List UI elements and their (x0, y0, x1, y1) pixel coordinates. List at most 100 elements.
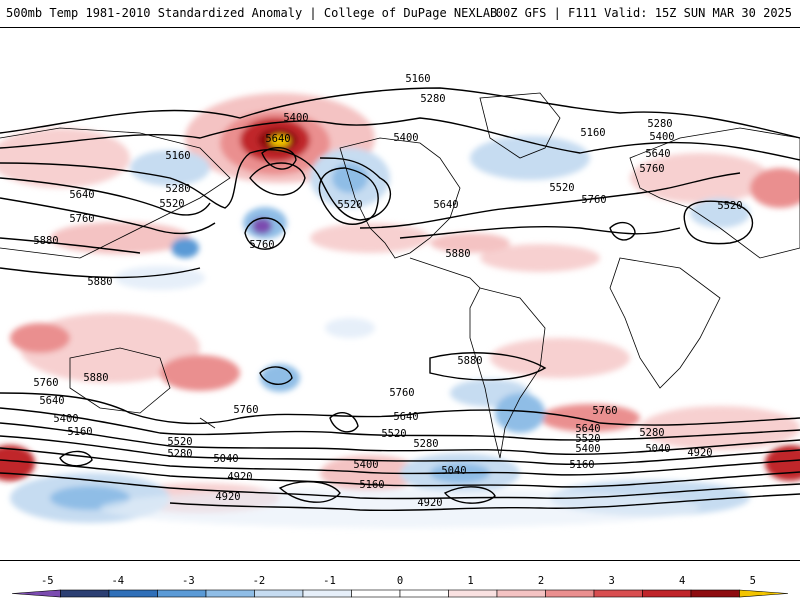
colorbar-tick-label: 1 (467, 575, 473, 587)
contour-label: 5760 (389, 387, 414, 399)
eurasia-outline (629, 127, 800, 259)
warm-anomaly-area (160, 355, 240, 391)
contour-label: 5400 (53, 413, 78, 425)
contour-line (0, 447, 800, 476)
extreme-cold-core (252, 218, 272, 234)
contour-label: 5880 (457, 355, 482, 367)
contour-label: 5280 (420, 93, 445, 105)
colorbar-tick-label: -3 (182, 575, 195, 587)
contour-line (0, 237, 141, 254)
contour-line (399, 225, 681, 239)
contour-label: 5640 (69, 189, 94, 201)
contour-line (0, 149, 391, 221)
closed-high-contour (249, 162, 306, 196)
warm-anomaly-area (10, 323, 70, 353)
cold-anomaly-area (325, 318, 375, 338)
colorbar-ticks: -5 -4 -3 -2 -1 0 1 2 3 4 5 (41, 575, 756, 587)
contour-line (0, 407, 800, 441)
contour-label: 4920 (215, 491, 240, 503)
contour-label: 5280 (165, 183, 190, 195)
cold-anomaly-area (470, 136, 590, 180)
colorbar-segment (642, 589, 692, 598)
contour-line (0, 422, 800, 456)
contour-label: 5880 (87, 276, 112, 288)
contour-label: 5400 (393, 132, 418, 144)
australia-outline (69, 347, 171, 414)
contour-label: 5520 (549, 182, 574, 194)
contour-label: 5760 (581, 194, 606, 206)
contour-line (0, 435, 800, 466)
colorbar-segment (205, 589, 255, 598)
contour-line (0, 267, 201, 279)
africa-outline (609, 257, 721, 389)
closed-low-contour (278, 480, 341, 503)
contour-label: 5160 (67, 426, 92, 438)
colorbar-tick-label: 0 (397, 575, 403, 587)
contour-label: 5160 (165, 150, 190, 162)
colorbar-tick-label: 3 (608, 575, 614, 587)
cold-anomaly-area (130, 150, 210, 186)
closed-low-contour (59, 450, 93, 467)
cold-anomaly-area (260, 364, 300, 392)
contour-line (0, 197, 216, 235)
colorbar-segment (60, 589, 110, 598)
south-america-outline (469, 287, 546, 459)
contour-label: 5520 (159, 198, 184, 210)
contour-label: 5760 (249, 239, 274, 251)
contour-label: 5160 (359, 479, 384, 491)
central-america-outline (409, 257, 481, 289)
contour-label: 4920 (417, 497, 442, 509)
contour-line (0, 117, 800, 161)
closed-low-contour (683, 200, 754, 245)
colorbar-tick-label: 5 (750, 575, 756, 587)
contour-label: 5040 (441, 465, 466, 477)
contour-label: 5280 (413, 438, 438, 450)
colorbar-segment (448, 589, 498, 598)
warm-anomaly-area (640, 406, 800, 450)
warm-anomaly-area (0, 445, 35, 481)
cold-anomaly-area (690, 198, 750, 228)
warm-anomaly-area (630, 153, 770, 203)
height-contours (0, 87, 800, 512)
contour-line (0, 177, 211, 216)
closed-low-contour (244, 217, 286, 250)
contour-label: 5760 (592, 405, 617, 417)
contour-line (0, 87, 800, 139)
contour-label: 5160 (405, 73, 430, 85)
colorbar-segment (496, 589, 546, 598)
warm-anomaly-area (490, 338, 630, 378)
cold-anomaly-area (171, 238, 199, 258)
contour-label: 4920 (687, 447, 712, 459)
contour-line (169, 493, 800, 512)
colorbar-segment (254, 589, 304, 598)
warm-anomaly-area (480, 244, 600, 272)
colorbar-segment (593, 589, 643, 598)
warm-anomaly-area (0, 128, 130, 188)
closed-high-contour (429, 352, 547, 381)
closed-low-contour (259, 366, 293, 385)
contour-label: 5880 (33, 235, 58, 247)
colorbar-tick-label: 4 (679, 575, 685, 587)
contour-label: 5880 (83, 372, 108, 384)
colorbar-segment (399, 589, 449, 598)
contour-label: 5160 (569, 459, 594, 471)
contour-label: 5520 (575, 433, 600, 445)
contour-label: 5040 (213, 453, 238, 465)
contour-label: 5160 (580, 127, 605, 139)
warm-anomaly-area (310, 223, 430, 253)
contour-label: 5760 (33, 377, 58, 389)
colorbar-tick-label: 2 (538, 575, 544, 587)
colorbar-segment (690, 589, 740, 598)
contour-label: 5520 (717, 200, 742, 212)
contour-label: 5400 (575, 443, 600, 455)
contour-label: 5760 (233, 404, 258, 416)
colorbar-segment (157, 589, 207, 598)
warm-anomaly-area (750, 168, 800, 208)
colorbar-bar (11, 589, 789, 598)
contour-label: 4920 (227, 471, 252, 483)
contour-label: 5520 (381, 428, 406, 440)
cold-anomaly-area (332, 163, 368, 193)
contour-line (0, 392, 800, 426)
closed-low-contour (609, 221, 636, 241)
